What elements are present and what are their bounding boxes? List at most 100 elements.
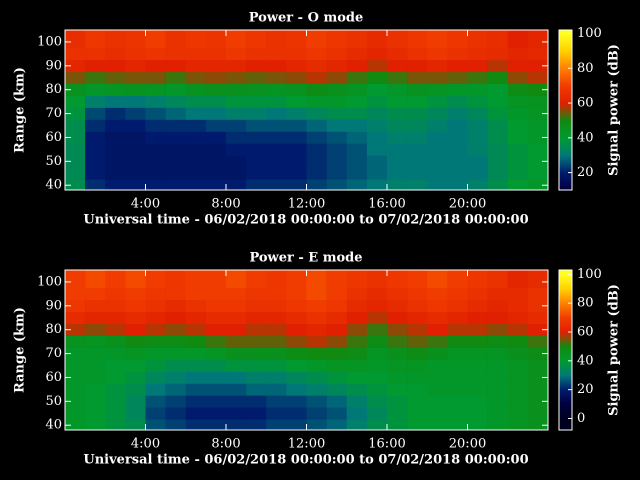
heatmap-cell — [467, 383, 488, 396]
colorbar-strip — [559, 294, 572, 297]
heatmap-cell — [185, 270, 207, 289]
heatmap-cell — [165, 131, 187, 144]
heatmap-cell — [507, 107, 529, 120]
heatmap-cell — [507, 179, 529, 191]
heatmap-cell — [387, 419, 408, 431]
heatmap-cell — [65, 323, 86, 336]
heatmap-cell — [346, 167, 368, 180]
heatmap-cell — [65, 47, 86, 61]
heatmap-cell — [125, 107, 146, 120]
heatmap-cell — [145, 323, 166, 336]
heatmap-cell — [286, 30, 307, 49]
heatmap-cell — [246, 167, 267, 180]
colorbar-strip — [559, 308, 572, 311]
heatmap-cell — [205, 131, 227, 144]
heatmap-cell — [165, 167, 187, 180]
colorbar-strip — [559, 100, 572, 103]
colorbar-strip — [559, 132, 572, 135]
heatmap-cell — [527, 30, 549, 49]
heatmap-cell — [447, 287, 468, 301]
heatmap-cell — [286, 407, 307, 420]
colorbar-strip — [559, 394, 572, 397]
colorbar-strip — [559, 326, 572, 329]
heatmap-cell — [125, 347, 146, 360]
colorbar-strip — [559, 162, 572, 165]
heatmap-cell — [65, 311, 86, 325]
heatmap-cell — [507, 270, 529, 289]
heatmap-cell — [85, 395, 106, 408]
heatmap-cell — [427, 395, 448, 408]
heatmap-cell — [467, 71, 488, 85]
colorbar-strip — [559, 46, 572, 49]
heatmap-cell — [487, 167, 509, 180]
heatmap-cell — [185, 179, 207, 191]
y-tick-label: 70 — [45, 106, 62, 121]
heatmap-cell — [467, 83, 488, 96]
heatmap-cell — [527, 179, 549, 191]
colorbar-strip — [559, 84, 572, 87]
heatmap-cell — [125, 359, 146, 372]
heatmap-cell — [85, 71, 106, 85]
colorbar-strip — [559, 412, 572, 415]
heatmap-cell — [527, 371, 549, 384]
heatmap-cell — [527, 167, 549, 180]
heatmap-cell — [85, 335, 106, 348]
heatmap-cell — [246, 407, 267, 420]
heatmap-cell — [427, 107, 448, 120]
heatmap-cell — [306, 179, 327, 191]
heatmap-cell — [366, 71, 388, 85]
heatmap-cell — [346, 383, 368, 396]
heatmap-cell — [185, 419, 207, 431]
colorbar-strip — [559, 424, 572, 427]
colorbar-strip — [559, 154, 572, 157]
colorbar-strip — [559, 324, 572, 327]
colorbar-strip — [559, 58, 572, 61]
colorbar-strip — [559, 420, 572, 423]
colorbar-strip — [559, 390, 572, 393]
heatmap-cell — [125, 83, 146, 96]
heatmap-cell — [145, 287, 166, 301]
heatmap-cell — [105, 311, 126, 325]
heatmap-cell — [145, 311, 166, 325]
x-tick-label: 12:00 — [288, 437, 325, 452]
heatmap-cell — [326, 359, 348, 372]
y-axis-title: Range (km) — [13, 307, 28, 393]
heatmap-cell — [125, 395, 146, 408]
heatmap-cell — [366, 395, 388, 408]
heatmap-cell — [145, 155, 166, 168]
heatmap-cell — [447, 71, 468, 85]
heatmap-cell — [306, 419, 327, 431]
heatmap-cell — [507, 287, 529, 301]
heatmap-cell — [266, 270, 287, 289]
heatmap-cell — [185, 131, 207, 144]
heatmap-cell — [105, 30, 126, 49]
heatmap-cell — [527, 299, 549, 313]
heatmap-cell — [226, 323, 247, 336]
heatmap-cell — [387, 359, 408, 372]
heatmap-cell — [407, 323, 428, 336]
colorbar-strip — [559, 30, 572, 33]
colorbar-strip — [559, 178, 572, 181]
heatmap-cell — [246, 131, 267, 144]
colorbar-strip — [559, 314, 572, 317]
heatmap-cell — [85, 371, 106, 384]
heatmap-cell — [387, 30, 408, 49]
heatmap-cell — [387, 83, 408, 96]
heatmap-cell — [125, 323, 146, 336]
heatmap-cell — [105, 47, 126, 61]
heatmap-cell — [427, 299, 448, 313]
heatmap-cell — [226, 95, 247, 108]
heatmap-cell — [266, 71, 287, 85]
heatmap-cell — [286, 47, 307, 61]
heatmap-cell — [185, 167, 207, 180]
colorbar-strip — [559, 290, 572, 293]
colorbar-title: Signal power (dB) — [607, 284, 622, 416]
colorbar-strip — [559, 402, 572, 405]
heatmap-cell — [205, 107, 227, 120]
heatmap-cell — [246, 359, 267, 372]
colorbar-strip — [559, 62, 572, 65]
heatmap-cell — [165, 179, 187, 191]
heatmap-cell — [407, 119, 428, 132]
heatmap-cell — [527, 119, 549, 132]
heatmap-cell — [507, 407, 529, 420]
